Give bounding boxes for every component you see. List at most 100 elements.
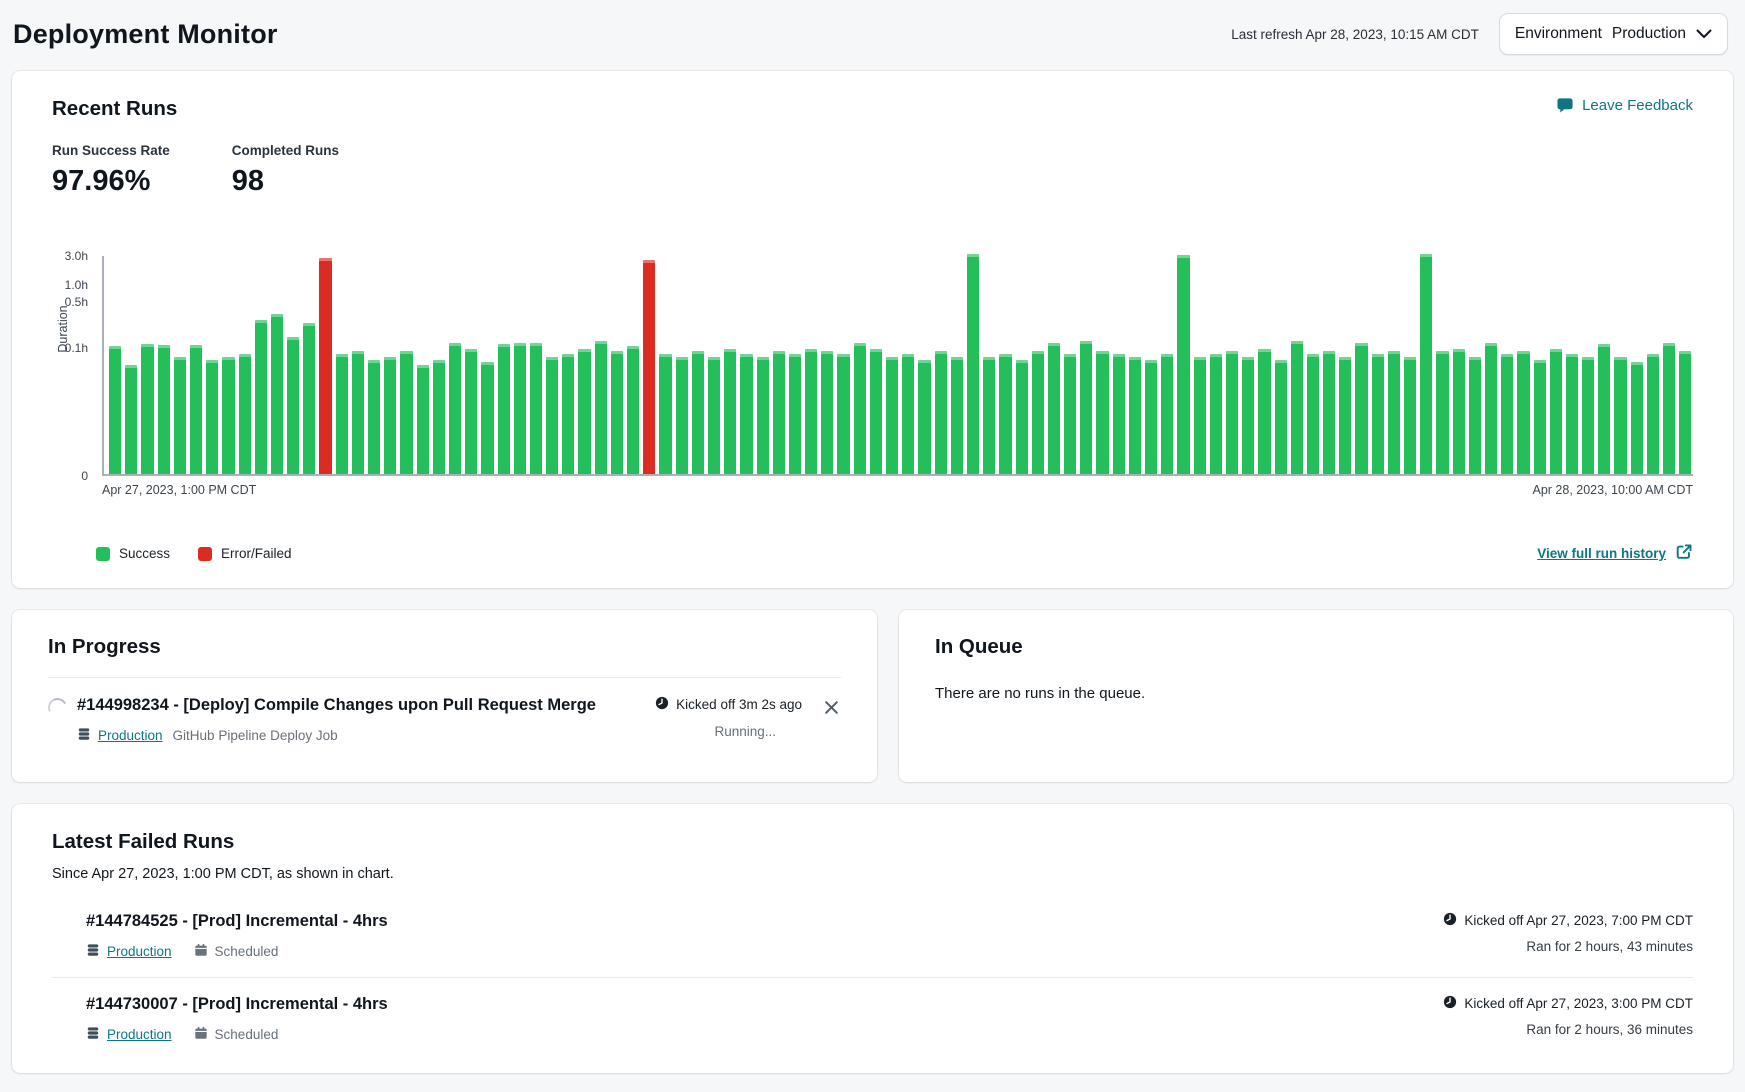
chart-bar-success[interactable] <box>352 351 364 474</box>
chart-bar-success[interactable] <box>1598 344 1610 474</box>
chart-bar-success[interactable] <box>141 344 153 474</box>
chart-bar-success[interactable] <box>1145 360 1157 475</box>
environment-link[interactable]: Production <box>107 944 172 959</box>
chart-bar-success[interactable] <box>449 343 461 474</box>
chart-bar-success[interactable] <box>918 360 930 475</box>
chart-bar-success[interactable] <box>1161 354 1173 474</box>
chart-bar-success[interactable] <box>789 354 801 474</box>
chart-bar-success[interactable] <box>854 343 866 474</box>
chart-bar-success[interactable] <box>805 349 817 474</box>
chart-bar-success[interactable] <box>967 254 979 474</box>
chart-bar-success[interactable] <box>676 357 688 474</box>
chart-bar-success[interactable] <box>1388 351 1400 474</box>
chart-bar-success[interactable] <box>1453 349 1465 474</box>
chart-bar-success[interactable] <box>1420 254 1432 474</box>
chart-bar-success[interactable] <box>1032 351 1044 474</box>
chart-bar-success[interactable] <box>400 351 412 474</box>
chart-bar-success[interactable] <box>158 345 170 474</box>
chart-bar-success[interactable] <box>1582 357 1594 474</box>
chart-bar-success[interactable] <box>1113 354 1125 474</box>
chart-bar-success[interactable] <box>999 354 1011 474</box>
chart-bar-success[interactable] <box>1048 343 1060 474</box>
chart-bar-success[interactable] <box>1517 351 1529 474</box>
chart-bar-success[interactable] <box>1096 351 1108 474</box>
chart-bar-success[interactable] <box>935 351 947 474</box>
chart-bar-success[interactable] <box>109 346 121 474</box>
chart-bar-success[interactable] <box>336 354 348 474</box>
chart-bar-success[interactable] <box>1566 354 1578 474</box>
environment-link[interactable]: Production <box>98 728 163 743</box>
chart-bar-success[interactable] <box>1469 357 1481 474</box>
chart-bar-success[interactable] <box>1177 255 1189 474</box>
view-full-run-history-link[interactable]: View full run history <box>1537 543 1693 564</box>
chart-bar-success[interactable] <box>773 351 785 474</box>
chart-bar-success[interactable] <box>1355 343 1367 474</box>
chart-bar-success[interactable] <box>206 360 218 475</box>
chart-bar-success[interactable] <box>1372 354 1384 474</box>
chart-bar-success[interactable] <box>368 360 380 475</box>
chart-bar-success[interactable] <box>481 362 493 474</box>
chart-bar-success[interactable] <box>303 323 315 474</box>
chart-bar-success[interactable] <box>287 337 299 474</box>
chart-bar-success[interactable] <box>498 344 510 474</box>
chart-bar-success[interactable] <box>433 360 445 475</box>
chart-bar-success[interactable] <box>611 351 623 474</box>
chart-bar-success[interactable] <box>1129 357 1141 474</box>
chart-bar-success[interactable] <box>1291 341 1303 474</box>
chart-bar-success[interactable] <box>1307 354 1319 474</box>
chart-bar-success[interactable] <box>595 341 607 474</box>
chart-bar-success[interactable] <box>1663 343 1675 474</box>
chart-bar-success[interactable] <box>1242 357 1254 474</box>
chart-bar-success[interactable] <box>740 354 752 474</box>
environment-dropdown[interactable]: Environment Production <box>1499 13 1728 55</box>
chart-bar-success[interactable] <box>1485 343 1497 474</box>
chart-bar-success[interactable] <box>837 354 849 474</box>
chart-bar-success[interactable] <box>530 343 542 474</box>
chart-bar-success[interactable] <box>724 349 736 474</box>
chart-bar-success[interactable] <box>821 351 833 474</box>
chart-bar-success[interactable] <box>870 349 882 474</box>
chart-bar-success[interactable] <box>1210 354 1222 474</box>
chart-bar-success[interactable] <box>514 343 526 474</box>
chart-bar-success[interactable] <box>627 346 639 474</box>
chart-bar-success[interactable] <box>902 354 914 474</box>
chart-bar-success[interactable] <box>174 357 186 474</box>
chart-bar-success[interactable] <box>1226 351 1238 474</box>
chart-bar-success[interactable] <box>222 357 234 474</box>
chart-bar-success[interactable] <box>1339 357 1351 474</box>
chart-bar-success[interactable] <box>1275 360 1287 475</box>
chart-bar-success[interactable] <box>692 351 704 474</box>
chart-bar-success[interactable] <box>465 349 477 474</box>
chart-bar-success[interactable] <box>1436 351 1448 474</box>
chart-bar-success[interactable] <box>886 357 898 474</box>
chart-bar-success[interactable] <box>1550 349 1562 474</box>
chart-bar-success[interactable] <box>1016 360 1028 475</box>
chart-bar-success[interactable] <box>1534 360 1546 475</box>
chart-bar-success[interactable] <box>757 357 769 474</box>
chart-bar-success[interactable] <box>1194 357 1206 474</box>
chart-bar-success[interactable] <box>1501 354 1513 474</box>
chart-bar-success[interactable] <box>255 320 267 474</box>
leave-feedback-link[interactable]: Leave Feedback <box>1556 97 1693 114</box>
chart-bar-success[interactable] <box>951 357 963 474</box>
chart-bar-success[interactable] <box>384 357 396 474</box>
chart-bar-success[interactable] <box>659 354 671 474</box>
chart-bar-success[interactable] <box>1080 341 1092 474</box>
chart-bar-failed[interactable] <box>643 260 655 474</box>
chart-bar-success[interactable] <box>562 354 574 474</box>
chart-bar-success[interactable] <box>271 314 283 474</box>
chart-bar-success[interactable] <box>1323 351 1335 474</box>
chart-bar-success[interactable] <box>708 357 720 474</box>
environment-link[interactable]: Production <box>107 1027 172 1042</box>
chart-bar-success[interactable] <box>578 349 590 474</box>
chart-bar-success[interactable] <box>1631 362 1643 474</box>
chart-bar-success[interactable] <box>1614 357 1626 474</box>
chart-bar-failed[interactable] <box>319 258 331 474</box>
chart-bar-success[interactable] <box>1258 349 1270 474</box>
chart-bar-success[interactable] <box>417 365 429 474</box>
chart-bar-success[interactable] <box>125 365 137 474</box>
chart-bar-success[interactable] <box>239 354 251 474</box>
chart-bar-success[interactable] <box>190 345 202 474</box>
chart-bar-success[interactable] <box>546 357 558 474</box>
chart-bar-success[interactable] <box>1647 354 1659 474</box>
